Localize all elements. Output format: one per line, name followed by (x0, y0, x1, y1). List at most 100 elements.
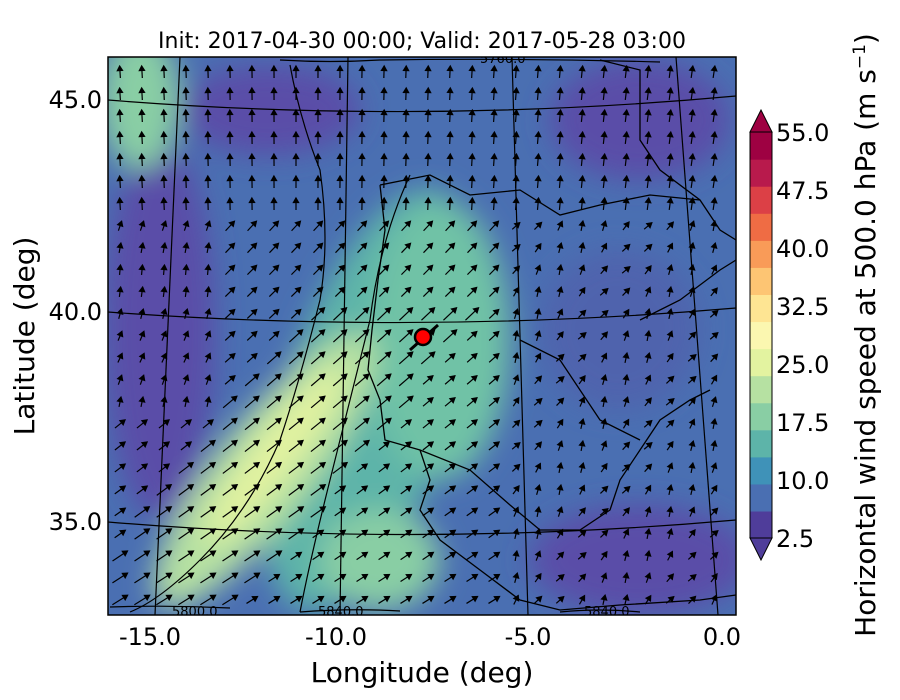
wind-vector-head (601, 508, 609, 515)
wind-vector-head (666, 174, 674, 182)
wind-vector-head (711, 309, 719, 317)
wind-vector-head (492, 419, 500, 426)
wind-vector-head (382, 485, 391, 493)
wind-vector-head (187, 506, 195, 513)
wind-vector-head (493, 551, 501, 559)
wind-vector-head (468, 152, 476, 160)
wind-vector-head (600, 64, 608, 72)
wind-vector-head (623, 287, 631, 295)
wind-vector-head (689, 551, 697, 559)
wind-vector-head (493, 595, 501, 603)
wind-vector-head (468, 86, 476, 94)
wind-vector-head (384, 373, 392, 381)
wind-vector-head (710, 86, 718, 94)
wind-vector-head (160, 152, 168, 160)
wind-vector-head (209, 594, 217, 602)
wind-vector-head (116, 220, 124, 228)
wind-vector-head (358, 86, 366, 94)
wind-vector-head (600, 220, 608, 228)
wind-vector-head (622, 550, 630, 558)
wind-vector-head (248, 196, 256, 204)
wind-vector-head (623, 485, 631, 493)
wind-vector-head (362, 351, 370, 359)
wind-vector-head (292, 86, 300, 94)
wind-vector-head (118, 441, 127, 448)
wind-vector-head (689, 574, 697, 581)
wind-vector-head (600, 417, 608, 425)
wind-vector-head (253, 550, 261, 557)
wind-vector-head (228, 242, 236, 250)
wind-vector-head (360, 286, 368, 294)
wind-vector-head (426, 441, 435, 448)
wind-vector-head (138, 374, 146, 382)
wind-vector-head (358, 130, 366, 138)
colorbar-tick-label: 55.0 (776, 119, 829, 147)
wind-vector-head (165, 594, 173, 602)
wind-vector-head (513, 419, 521, 427)
wind-vector-head (557, 573, 565, 581)
wind-vector-head (383, 507, 391, 515)
wind-vector-head (556, 418, 564, 427)
wind-vector-head (140, 441, 149, 448)
wind-vector-head (406, 329, 414, 337)
wind-vector-head (512, 506, 520, 514)
wind-vector-head (600, 174, 608, 182)
wind-vector-head (404, 419, 412, 426)
wind-vector-head (490, 64, 498, 72)
wind-vector-head (319, 506, 327, 513)
wind-vector-head (534, 152, 542, 160)
wind-vector-head (623, 441, 631, 449)
x-tick-label: -5.0 (505, 623, 552, 651)
wind-vector-head (645, 243, 653, 251)
wind-vector-head (226, 64, 234, 72)
wind-vector-head (382, 220, 390, 228)
wind-vector-head (426, 264, 434, 272)
wind-vector-head (402, 152, 410, 160)
location-marker (409, 323, 439, 352)
wind-vector-head (318, 306, 326, 314)
wind-vector-head (250, 352, 258, 360)
wind-vector-head (182, 152, 190, 160)
wind-vector-head (160, 220, 168, 228)
wind-vector-head (470, 242, 478, 250)
wind-vector-head (446, 152, 454, 160)
wind-vector-head (426, 463, 435, 471)
wind-vector-head (116, 285, 124, 293)
wind-vector-head (138, 86, 146, 94)
wind-vector-head (623, 507, 630, 515)
wind-vector-head (380, 130, 388, 138)
wind-vector-head (186, 483, 195, 491)
wind-vector-head (688, 440, 696, 448)
wind-vector-head (600, 196, 608, 204)
wind-vector-head (448, 220, 456, 228)
wind-vector-head (160, 352, 168, 360)
wind-vector-head (231, 550, 239, 557)
wind-vector-head (535, 441, 543, 449)
contour-label-5840-b: 5840.0 (584, 605, 630, 620)
wind-vector-head (402, 86, 410, 94)
wind-vector-head (362, 439, 371, 447)
graticule (108, 57, 736, 615)
wind-vector-head (360, 463, 369, 471)
wind-vector-head (557, 595, 565, 603)
wind-vector-head (116, 263, 124, 271)
wind-vector-head (492, 397, 500, 404)
wind-vector-head (644, 374, 652, 382)
wind-vector-head (666, 440, 674, 449)
wind-vector-head (204, 174, 212, 182)
wind-vector-head (622, 528, 630, 536)
contour-5800 (109, 605, 231, 609)
wind-vector-head (160, 374, 168, 382)
wind-vector-head (297, 528, 305, 535)
wind-vector-head (138, 220, 146, 228)
wind-vector-head (492, 220, 500, 228)
wind-vector-head (226, 152, 234, 160)
wind-vector-head (428, 306, 436, 314)
wind-vector-head (622, 152, 630, 160)
wind-vector-head (406, 373, 414, 381)
wind-vector-head (601, 331, 609, 339)
wind-vector-head (666, 285, 674, 293)
wind-vector-head (578, 130, 586, 138)
wind-vector-head (470, 485, 479, 493)
wind-vector-head (512, 572, 520, 580)
